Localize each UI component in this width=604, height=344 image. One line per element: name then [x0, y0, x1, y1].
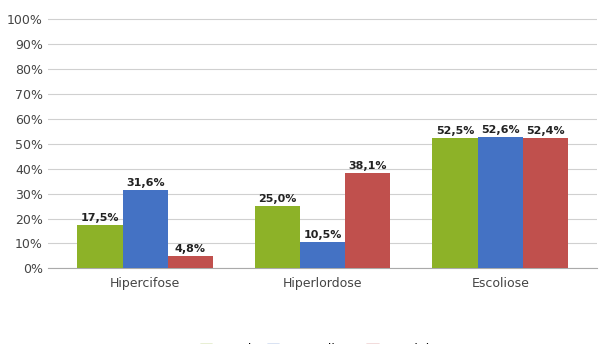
- Bar: [255, 206, 300, 268]
- Bar: [478, 137, 523, 268]
- Legend: Total, Masculino, Feminino: Total, Masculino, Feminino: [194, 338, 451, 344]
- Text: 17,5%: 17,5%: [81, 213, 119, 223]
- Text: 4,8%: 4,8%: [175, 244, 206, 254]
- Text: 52,4%: 52,4%: [526, 126, 565, 136]
- Bar: [168, 256, 213, 268]
- Bar: [345, 173, 391, 268]
- Text: 38,1%: 38,1%: [349, 161, 387, 172]
- Text: 31,6%: 31,6%: [126, 178, 164, 188]
- Text: 25,0%: 25,0%: [259, 194, 297, 204]
- Text: 52,6%: 52,6%: [481, 126, 519, 136]
- Bar: [77, 225, 123, 268]
- Bar: [300, 242, 345, 268]
- Bar: [523, 138, 568, 268]
- Bar: [432, 138, 478, 268]
- Text: 10,5%: 10,5%: [304, 230, 342, 240]
- Text: 52,5%: 52,5%: [436, 126, 474, 136]
- Bar: [123, 190, 168, 268]
